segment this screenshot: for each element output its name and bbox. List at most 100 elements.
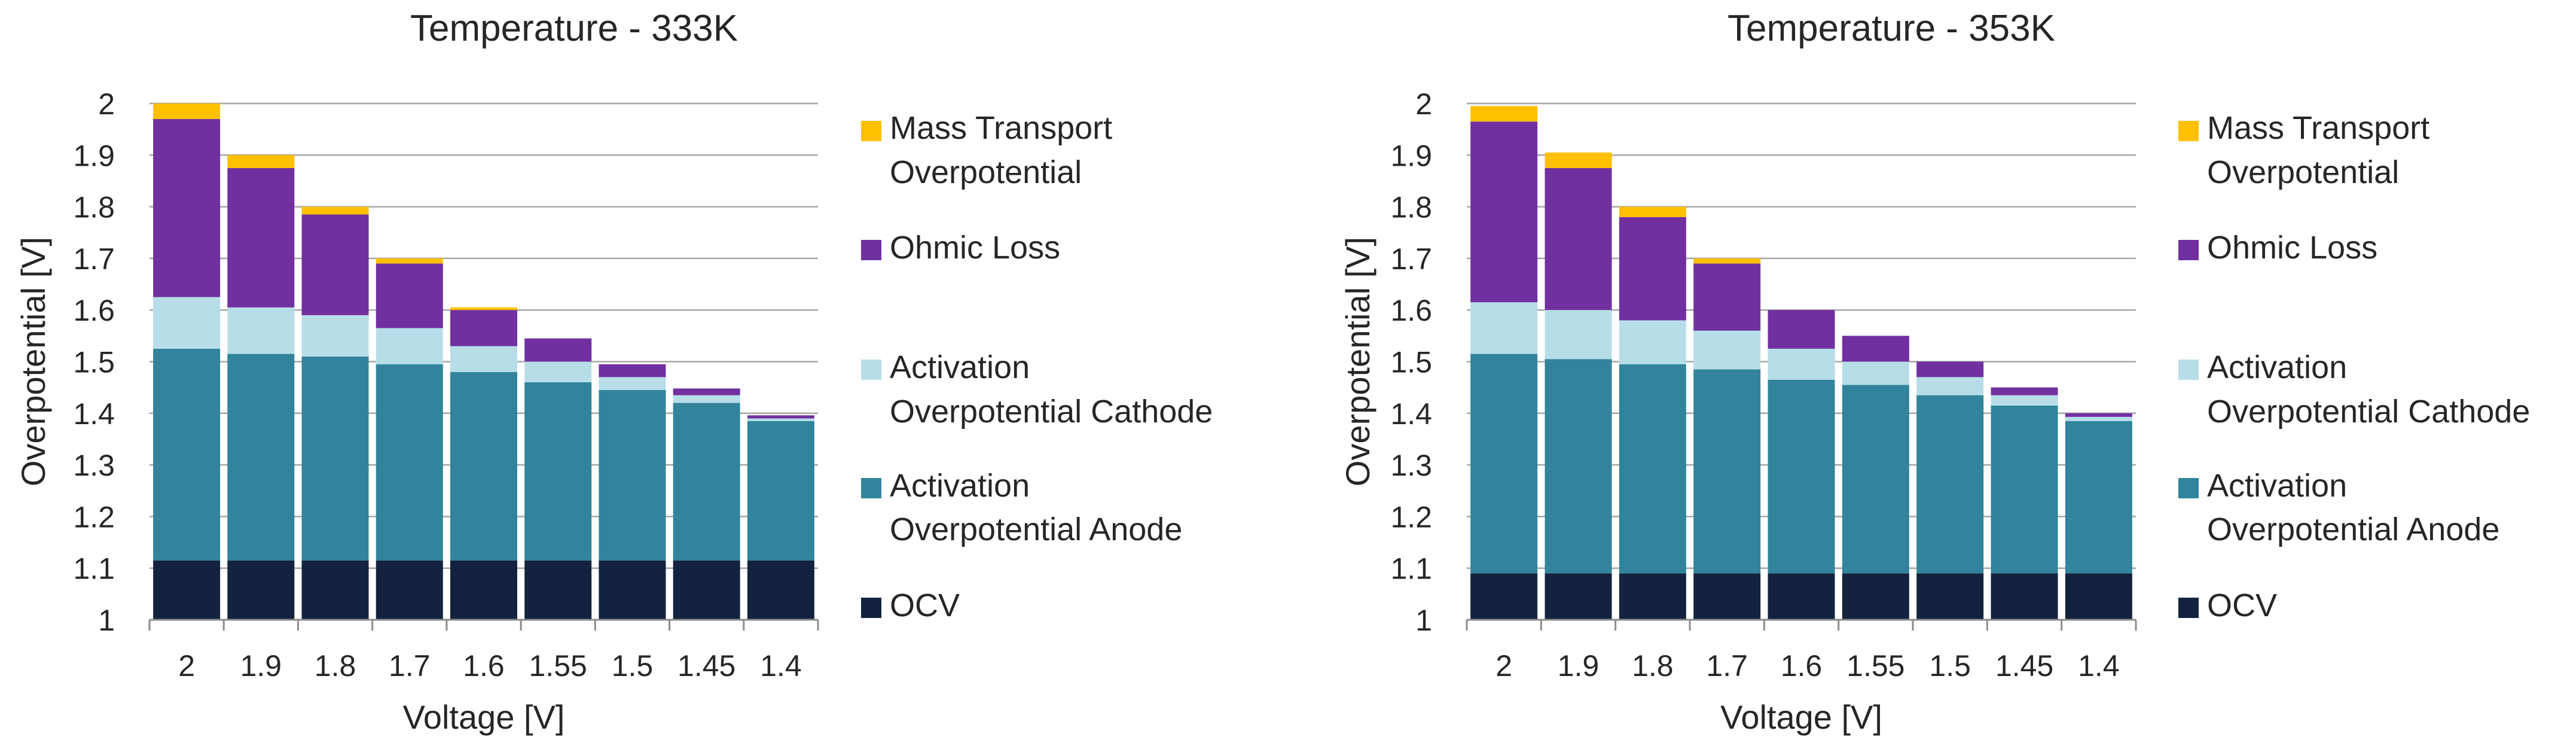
bar-activation-overpotential-cathode bbox=[301, 315, 369, 357]
x-tick-label: 1.55 bbox=[1846, 649, 1904, 683]
x-tick-label: 1.9 bbox=[240, 649, 282, 683]
bar-ohmic-loss bbox=[673, 388, 740, 395]
bar-ocv bbox=[1470, 573, 1538, 620]
bar-ocv bbox=[1991, 573, 2058, 620]
bar-mass-transport-overpotential bbox=[153, 103, 221, 119]
legend-swatch-activation-overpotential-anode bbox=[2178, 478, 2199, 498]
legend-label: Overpotential Anode bbox=[890, 512, 1182, 547]
bar-ohmic-loss bbox=[153, 118, 221, 297]
legend-swatch-ocv bbox=[861, 598, 881, 618]
y-tick-label: 1.7 bbox=[73, 242, 115, 276]
bar-activation-overpotential-anode bbox=[376, 364, 443, 561]
bar-mass-transport-overpotential bbox=[1470, 106, 1538, 122]
legend-label: OCV bbox=[890, 587, 960, 623]
legend-label: Activation bbox=[890, 468, 1030, 504]
bar-activation-overpotential-cathode bbox=[450, 346, 517, 372]
bar-mass-transport-overpotential bbox=[1545, 152, 1612, 168]
bar-ocv bbox=[227, 560, 295, 620]
bar-activation-overpotential-anode bbox=[599, 389, 666, 561]
bar-activation-overpotential-cathode bbox=[673, 395, 740, 403]
bar-activation-overpotential-anode bbox=[1991, 405, 2058, 574]
y-tick-label: 1.8 bbox=[73, 191, 115, 224]
x-tick-label: 1.5 bbox=[1929, 649, 1971, 683]
legend-swatch-activation-overpotential-cathode bbox=[2178, 360, 2199, 380]
y-axis-label: Overpotential [V] bbox=[1339, 237, 1376, 486]
bar-ocv bbox=[153, 560, 221, 620]
bar-ocv bbox=[1619, 573, 1686, 620]
bar-activation-overpotential-cathode bbox=[1768, 348, 1835, 380]
x-tick-label: 1.7 bbox=[1706, 649, 1748, 683]
y-tick-label: 1.7 bbox=[1390, 242, 1432, 276]
x-tick-label: 1.55 bbox=[529, 649, 587, 683]
bar-ohmic-loss bbox=[747, 415, 814, 419]
bar-activation-overpotential-anode bbox=[673, 403, 740, 561]
x-tick-label: 1.6 bbox=[463, 649, 505, 683]
bar-activation-overpotential-cathode bbox=[153, 297, 221, 349]
y-tick-label: 1 bbox=[1415, 604, 1432, 637]
bar-ohmic-loss bbox=[2065, 413, 2132, 417]
bar-ohmic-loss bbox=[376, 263, 443, 328]
bar-ohmic-loss bbox=[227, 168, 295, 308]
chart-1: Temperature - 333K 1 1.1 1.2 1.3 1.4 1.5 1.6 1.7… bbox=[14, 8, 1213, 736]
bar-activation-overpotential-anode bbox=[227, 354, 295, 561]
bar-ohmic-loss bbox=[599, 364, 666, 377]
bar-activation-overpotential-anode bbox=[1768, 379, 1835, 574]
bar-ohmic-loss bbox=[1470, 121, 1538, 303]
legend-swatch-ohmic-loss bbox=[2178, 240, 2199, 260]
bar-activation-overpotential-cathode bbox=[1619, 320, 1686, 364]
y-tick-label: 1.4 bbox=[73, 397, 115, 431]
bar-activation-overpotential-cathode bbox=[227, 307, 295, 354]
x-axis-label: Voltage [V] bbox=[403, 698, 565, 736]
x-tick-label: 1.7 bbox=[389, 649, 431, 683]
bar-ocv bbox=[1916, 573, 1984, 620]
legend-label: Overpotential bbox=[890, 154, 1082, 190]
legend-label: Ohmic Loss bbox=[2207, 230, 2377, 266]
legend-swatch-mass-transport-overpotential bbox=[861, 121, 881, 141]
legend: Mass Transport Overpotential Ohmic Loss Act… bbox=[861, 110, 1213, 623]
bar-activation-overpotential-anode bbox=[450, 372, 517, 561]
legend: Mass Transport Overpotential Ohmic Loss Act… bbox=[2178, 110, 2530, 623]
bar-activation-overpotential-cathode bbox=[1916, 377, 1984, 395]
bar-activation-overpotential-cathode bbox=[376, 328, 443, 364]
y-tick-label: 1.1 bbox=[73, 552, 115, 586]
chart-title: Temperature - 353K bbox=[1727, 8, 2055, 49]
bar-activation-overpotential-cathode bbox=[1693, 330, 1761, 370]
legend-label: Activation bbox=[890, 349, 1030, 385]
y-tick-label: 1.9 bbox=[1390, 139, 1432, 172]
y-tick-label: 1.8 bbox=[1390, 191, 1432, 224]
legend-label: Ohmic Loss bbox=[890, 230, 1060, 266]
bar-ocv bbox=[673, 560, 740, 620]
legend-label: OCV bbox=[2207, 587, 2277, 623]
bar-ohmic-loss bbox=[1693, 263, 1761, 331]
legend-swatch-ohmic-loss bbox=[861, 240, 881, 260]
x-tick-label: 1.8 bbox=[315, 649, 356, 683]
y-axis-label: Overpotential [V] bbox=[14, 237, 52, 486]
x-tick-label: 1.6 bbox=[1781, 649, 1823, 683]
bar-mass-transport-overpotential bbox=[450, 307, 517, 310]
legend-label: Mass Transport bbox=[2207, 110, 2430, 146]
bar-activation-overpotential-anode bbox=[153, 348, 221, 561]
legend-swatch-activation-overpotential-anode bbox=[861, 478, 881, 498]
bar-ocv bbox=[376, 560, 443, 620]
x-tick-label: 2 bbox=[1495, 649, 1512, 683]
y-tick-label: 1.2 bbox=[73, 500, 115, 534]
bar-ocv bbox=[599, 560, 666, 620]
bar-activation-overpotential-cathode bbox=[747, 418, 814, 421]
bar-activation-overpotential-anode bbox=[747, 421, 814, 561]
y-tick-label: 1.4 bbox=[1390, 397, 1432, 431]
legend-label: Mass Transport bbox=[890, 110, 1112, 146]
bar-ocv bbox=[1842, 573, 1909, 620]
bar-activation-overpotential-anode bbox=[2065, 421, 2132, 574]
bar-mass-transport-overpotential bbox=[227, 155, 295, 168]
bar-activation-overpotential-anode bbox=[1842, 385, 1909, 574]
bar-ocv bbox=[524, 560, 592, 620]
bar-activation-overpotential-cathode bbox=[599, 377, 666, 390]
x-tick-label: 1.45 bbox=[1995, 649, 2053, 683]
y-tick-label: 1.2 bbox=[1390, 500, 1432, 534]
bar-mass-transport-overpotential bbox=[301, 206, 369, 215]
bar-ohmic-loss bbox=[450, 310, 517, 346]
y-tick-label: 2 bbox=[1415, 87, 1432, 121]
x-tick-label: 1.4 bbox=[2078, 649, 2120, 683]
